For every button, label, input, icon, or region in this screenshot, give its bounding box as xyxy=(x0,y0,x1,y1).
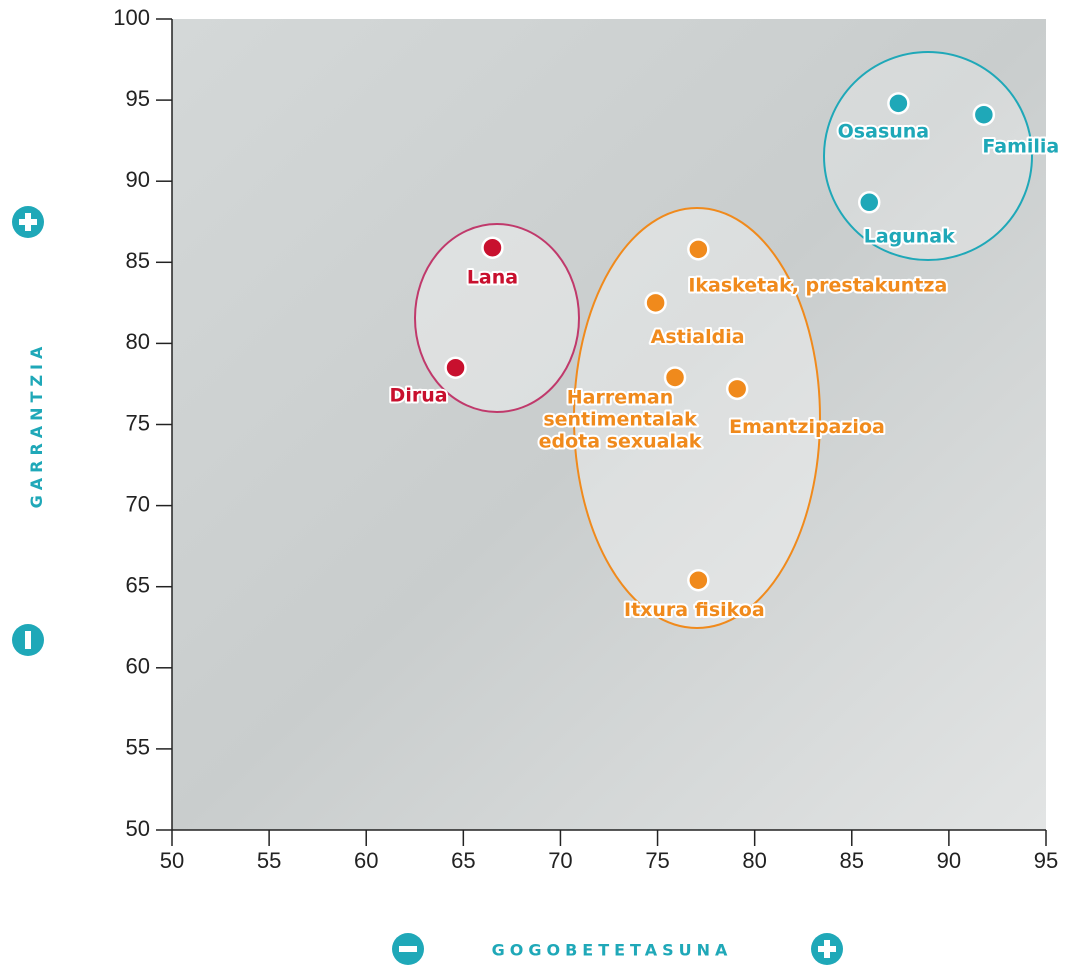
x-tick-label: 55 xyxy=(257,848,281,873)
y-axis-label: GARRANTZIA xyxy=(27,342,46,509)
y-tick-label: 90 xyxy=(126,167,150,192)
x-tick-label: 95 xyxy=(1034,848,1058,873)
point-label: Lana xyxy=(467,266,518,288)
plus-icon xyxy=(12,206,44,238)
y-tick-label: 80 xyxy=(126,329,150,354)
y-tick-label: 95 xyxy=(126,86,150,111)
y-tick-label: 100 xyxy=(113,5,150,30)
plus-icon xyxy=(811,933,843,965)
x-tick-label: 65 xyxy=(451,848,475,873)
point xyxy=(688,239,708,259)
point-label: Ikasketak, prestakuntza xyxy=(688,274,947,296)
point-label: Astialdia xyxy=(651,325,745,347)
y-tick-label: 65 xyxy=(126,573,150,598)
x-tick-label: 70 xyxy=(548,848,572,873)
x-tick-label: 50 xyxy=(160,848,184,873)
x-tick-label: 85 xyxy=(840,848,864,873)
y-tick-label: 60 xyxy=(126,654,150,679)
x-tick-label: 60 xyxy=(354,848,378,873)
point xyxy=(859,192,879,212)
point-label: Lagunak xyxy=(864,225,955,247)
x-tick-label: 80 xyxy=(742,848,766,873)
point-label: Emantzipazioa xyxy=(729,415,885,437)
y-tick-label: 70 xyxy=(126,491,150,516)
point xyxy=(646,293,666,313)
point xyxy=(446,358,466,378)
y-tick-label: 55 xyxy=(126,735,150,760)
point xyxy=(688,570,708,590)
point xyxy=(974,105,994,125)
y-tick-label: 75 xyxy=(126,410,150,435)
minus-icon xyxy=(12,624,44,656)
y-tick-label: 85 xyxy=(126,248,150,273)
point-label: Dirua xyxy=(390,384,448,406)
point-label: Osasuna xyxy=(838,120,929,142)
y-tick-label: 50 xyxy=(126,816,150,841)
x-tick-label: 90 xyxy=(937,848,961,873)
minus-icon xyxy=(392,933,424,965)
chart: GARRANTZIA GOGOBETETASUNA 50 55 60 65 70 75 80… xyxy=(0,0,1072,968)
x-axis-label: GOGOBETETASUNA xyxy=(492,941,733,960)
point-label: Itxura fisikoa xyxy=(624,599,765,621)
point xyxy=(482,238,502,258)
point xyxy=(888,93,908,113)
point xyxy=(727,379,747,399)
x-tick-label: 75 xyxy=(645,848,669,873)
point xyxy=(665,367,685,387)
point-label: Familia xyxy=(982,135,1059,157)
